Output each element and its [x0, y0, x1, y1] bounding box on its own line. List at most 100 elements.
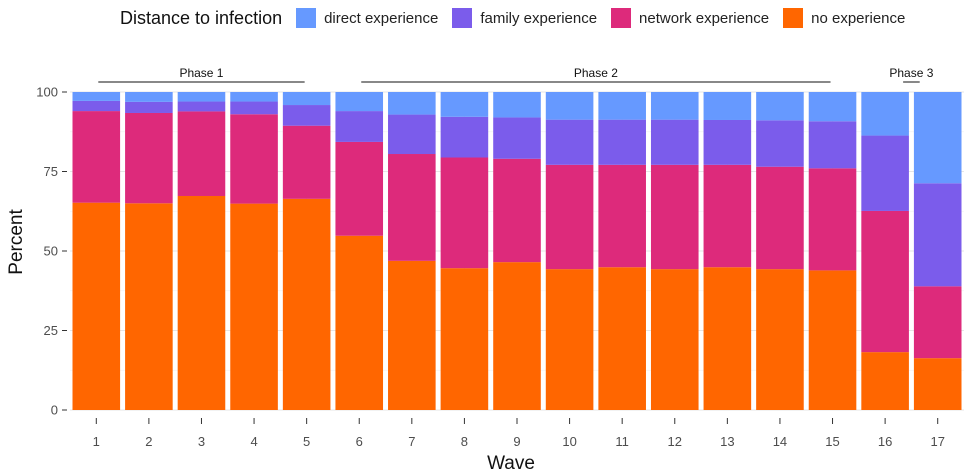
- x-tick-label: 5: [303, 434, 310, 449]
- bar-segment-network-experience-wave-17: [913, 286, 962, 359]
- bar-segment-network-experience-wave-5: [282, 125, 331, 199]
- x-tick-label: 11: [615, 434, 629, 449]
- legend-item-no-experience: no experience: [783, 8, 905, 28]
- bar-segment-family-experience-wave-10: [545, 119, 594, 165]
- bar-segment-direct-experience-wave-10: [545, 92, 594, 120]
- x-tick-label: 3: [198, 434, 205, 449]
- bar-segment-no-experience-wave-7: [388, 260, 436, 410]
- bar-segment-family-experience-wave-11: [598, 119, 646, 165]
- bar-segment-network-experience-wave-8: [440, 157, 489, 269]
- legend-swatch-no-experience: [783, 8, 804, 28]
- bar-segment-network-experience-wave-4: [230, 114, 278, 204]
- bar-segment-network-experience-wave-16: [861, 210, 909, 353]
- bar-segment-family-experience-wave-8: [440, 116, 489, 158]
- x-tick-label: 6: [356, 434, 363, 449]
- legend-item-family-experience: family experience: [452, 8, 597, 28]
- x-axis: 1 2 3 4 5 6 7 8 9 10 11 12 13 14 15 16 17: [93, 418, 945, 449]
- bar-segment-network-experience-wave-12: [650, 164, 699, 270]
- legend-swatch-direct-experience: [296, 8, 317, 28]
- bar-segment-no-experience-wave-9: [493, 262, 541, 410]
- bar-segment-family-experience-wave-4: [230, 101, 278, 115]
- bar-segment-family-experience-wave-3: [177, 101, 226, 112]
- bar-segment-direct-experience-wave-6: [335, 92, 384, 112]
- y-tick-label: 50: [44, 244, 58, 259]
- bar-segment-direct-experience-wave-1: [72, 92, 121, 101]
- bar-segment-no-experience-wave-12: [650, 269, 699, 410]
- bar-segment-direct-experience-wave-16: [861, 92, 909, 136]
- phase-label: Phase 3: [889, 66, 933, 80]
- y-axis: 0 25 50 75 100: [36, 85, 67, 418]
- x-tick-label: 10: [562, 434, 576, 449]
- y-tick-label: 100: [36, 85, 58, 100]
- bar-segment-family-experience-wave-7: [388, 114, 436, 155]
- legend-swatch-network-experience: [611, 8, 632, 28]
- legend-title: Distance to infection: [120, 7, 283, 28]
- bars: [72, 92, 962, 410]
- bar-segment-no-experience-wave-4: [230, 203, 278, 410]
- legend-label: direct experience: [324, 9, 439, 27]
- legend-label: network experience: [639, 9, 770, 27]
- x-tick-label: 4: [250, 434, 257, 449]
- phase-brackets: Phase 1 Phase 2 Phase 3: [98, 66, 934, 83]
- phase-label: Phase 2: [574, 66, 618, 80]
- bar-segment-network-experience-wave-9: [493, 158, 541, 263]
- x-tick-label: 14: [773, 434, 787, 449]
- bar-segment-no-experience-wave-17: [913, 358, 962, 410]
- bar-segment-no-experience-wave-16: [861, 352, 909, 410]
- y-tick-label: 25: [44, 323, 58, 338]
- bar-segment-family-experience-wave-2: [125, 101, 173, 113]
- bar-segment-no-experience-wave-14: [756, 269, 804, 410]
- bar-segment-network-experience-wave-15: [808, 168, 857, 271]
- bar-segment-no-experience-wave-5: [282, 198, 331, 410]
- bar-segment-direct-experience-wave-9: [493, 92, 541, 118]
- bar-segment-direct-experience-wave-15: [808, 92, 857, 122]
- bar-segment-network-experience-wave-11: [598, 164, 646, 268]
- bar-segment-network-experience-wave-6: [335, 141, 384, 236]
- x-tick-label: 9: [513, 434, 520, 449]
- bar-segment-no-experience-wave-8: [440, 268, 489, 410]
- bar-segment-family-experience-wave-9: [493, 117, 541, 159]
- x-tick-label: 12: [668, 434, 682, 449]
- bar-segment-family-experience-wave-5: [282, 105, 331, 126]
- x-tick-label: 13: [720, 434, 734, 449]
- bar-segment-direct-experience-wave-17: [913, 92, 962, 184]
- bar-segment-family-experience-wave-12: [650, 119, 699, 165]
- y-tick-label: 75: [44, 164, 58, 179]
- y-tick-label: 0: [51, 403, 58, 418]
- bar-segment-no-experience-wave-11: [598, 267, 646, 410]
- bar-segment-family-experience-wave-6: [335, 111, 384, 142]
- bar-segment-family-experience-wave-1: [72, 100, 121, 112]
- bar-segment-network-experience-wave-13: [703, 164, 752, 268]
- bar-segment-direct-experience-wave-14: [756, 92, 804, 121]
- x-tick-label: 2: [145, 434, 152, 449]
- bar-segment-direct-experience-wave-5: [282, 92, 331, 106]
- legend-item-network-experience: network experience: [611, 8, 769, 28]
- bar-segment-family-experience-wave-16: [861, 135, 909, 211]
- x-tick-label: 8: [461, 434, 468, 449]
- bar-segment-no-experience-wave-15: [808, 270, 857, 410]
- x-axis-title: Wave: [487, 453, 535, 473]
- bar-segment-direct-experience-wave-12: [650, 92, 699, 120]
- bar-segment-no-experience-wave-6: [335, 235, 384, 410]
- bar-segment-direct-experience-wave-8: [440, 92, 489, 117]
- x-tick-label: 16: [878, 434, 892, 449]
- x-tick-label: 1: [93, 434, 100, 449]
- bar-segment-network-experience-wave-7: [388, 154, 436, 261]
- legend: Distance to infection direct experience …: [120, 7, 919, 29]
- bar-segment-no-experience-wave-13: [703, 267, 752, 410]
- bar-segment-network-experience-wave-2: [125, 112, 173, 204]
- bar-segment-network-experience-wave-10: [545, 164, 594, 270]
- bar-segment-direct-experience-wave-7: [388, 92, 436, 115]
- bar-segment-no-experience-wave-3: [177, 195, 226, 410]
- bar-segment-no-experience-wave-1: [72, 202, 121, 410]
- bar-segment-direct-experience-wave-2: [125, 92, 173, 102]
- bar-segment-network-experience-wave-1: [72, 111, 121, 203]
- bar-segment-direct-experience-wave-13: [703, 92, 752, 120]
- bar-segment-network-experience-wave-3: [177, 111, 226, 196]
- legend-label: family experience: [480, 9, 598, 27]
- bar-segment-network-experience-wave-14: [756, 166, 804, 270]
- x-tick-label: 17: [930, 434, 944, 449]
- bar-segment-no-experience-wave-2: [125, 203, 173, 410]
- legend-label: no experience: [811, 9, 906, 27]
